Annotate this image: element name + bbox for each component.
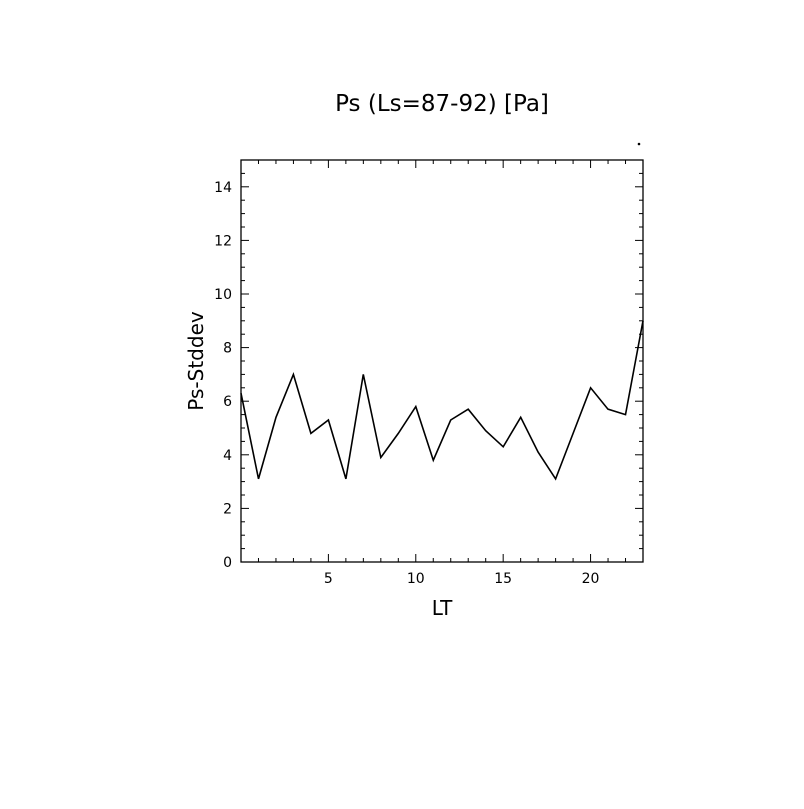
y-tick-label: 0: [223, 555, 232, 571]
tick-labels-layer: 5 10 15 20 0 2 4 6 8 10 12 14: [214, 180, 599, 587]
x-tick-label: 15: [494, 571, 512, 587]
x-tick-label: 10: [407, 571, 425, 587]
series-layer: [240, 320, 644, 481]
plot-frame: [240, 159, 644, 563]
ticks-layer: [240, 159, 644, 563]
series-line: [240, 320, 644, 481]
y-tick-label: 14: [214, 180, 232, 196]
y-tick-label: 6: [223, 394, 232, 410]
x-axis-label: LT: [432, 596, 453, 620]
y-tick-label: 10: [214, 287, 232, 303]
x-tick-label: 5: [324, 571, 333, 587]
x-tick-label: 20: [582, 571, 600, 587]
corner-dot: [637, 142, 641, 146]
y-tick-label: 8: [223, 341, 232, 357]
y-tick-label: 12: [214, 233, 232, 249]
y-tick-label: 4: [223, 448, 232, 464]
y-tick-label: 2: [223, 501, 232, 517]
chart-title: Ps (Ls=87-92) [Pa]: [335, 91, 549, 117]
y-axis-label: Ps-Stddev: [184, 311, 208, 411]
